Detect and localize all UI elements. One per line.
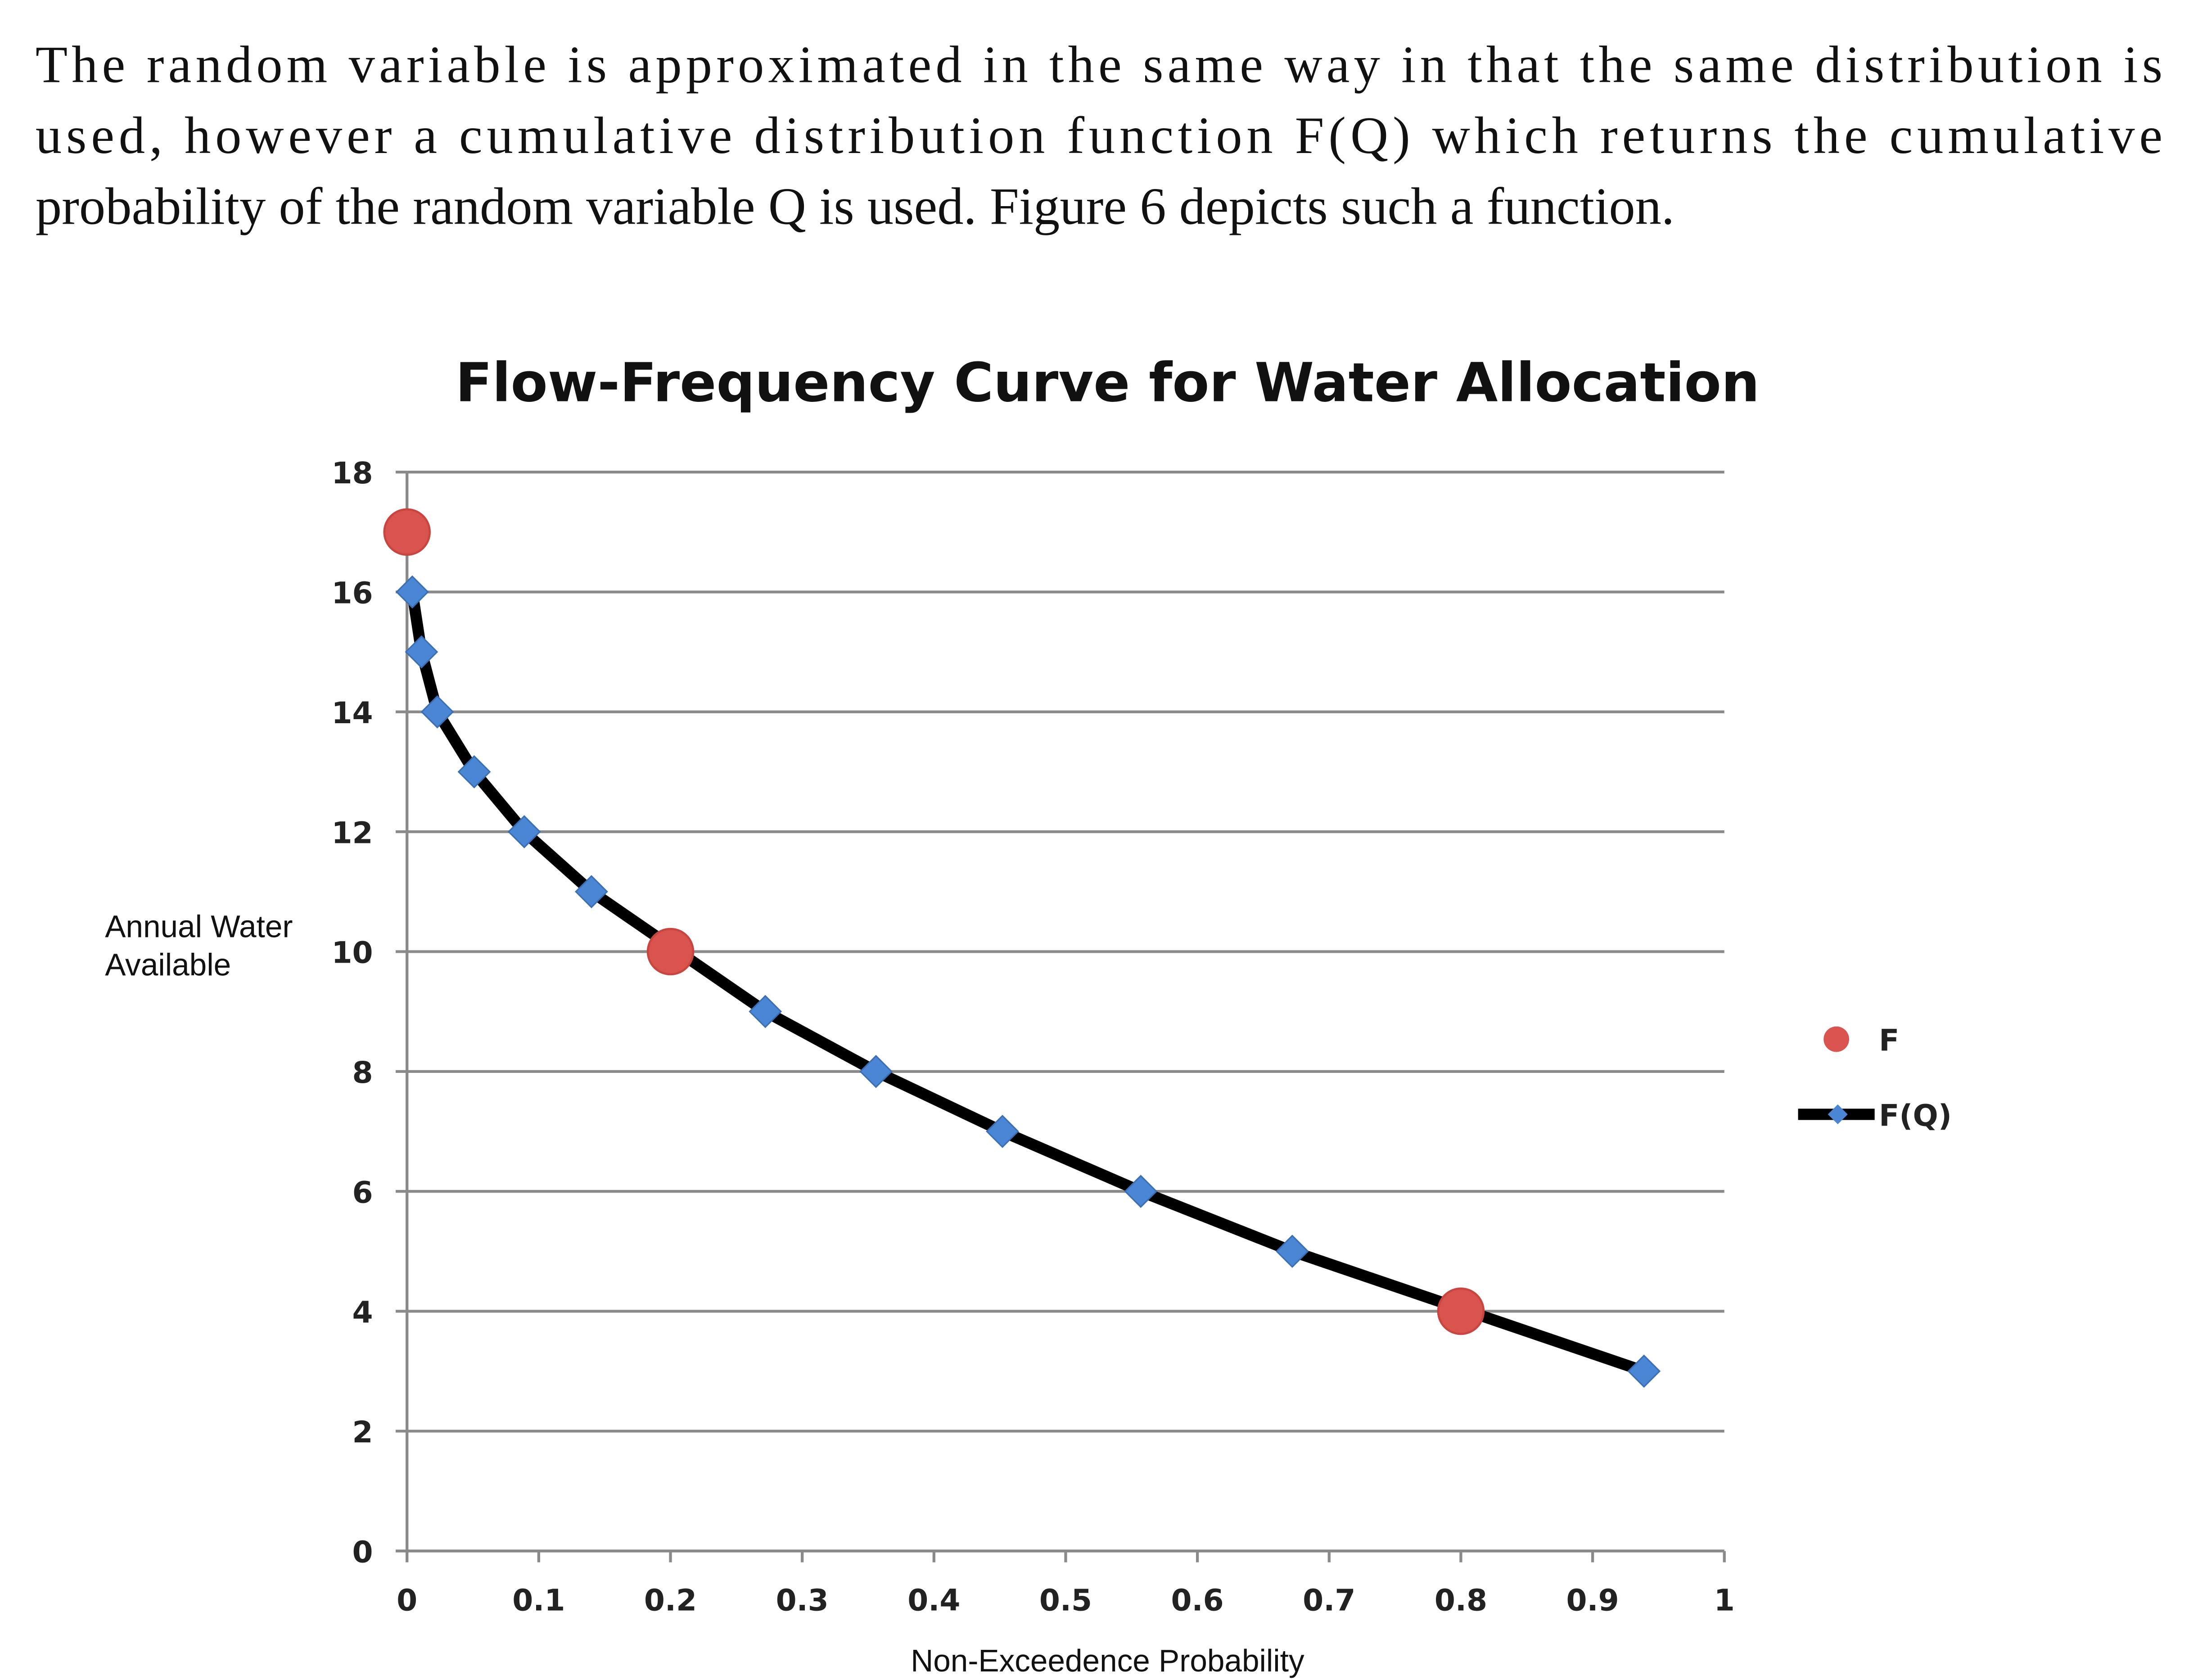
- paragraph-line: probability of the random variable Q is …: [36, 178, 1674, 236]
- legend-label: F(Q): [1879, 1098, 1952, 1133]
- x-tick-label: 0.3: [776, 1583, 829, 1618]
- point: [507, 815, 541, 849]
- point: [749, 995, 782, 1028]
- legend-label: F: [1879, 1023, 1899, 1058]
- y-tick-label: 0: [352, 1535, 373, 1570]
- y-tick-label: 4: [352, 1295, 373, 1330]
- point: [1627, 1354, 1661, 1388]
- y-tick-label: 6: [352, 1175, 373, 1210]
- point: [646, 928, 695, 976]
- point: [1124, 1175, 1158, 1208]
- y-axis-label: Available: [105, 947, 231, 982]
- y-tick-label: 18: [332, 456, 373, 491]
- y-tick-label: 16: [332, 576, 373, 611]
- x-tick-label: 0.1: [512, 1583, 565, 1618]
- x-tick-label: 1: [1714, 1583, 1735, 1618]
- point: [405, 635, 438, 669]
- point: [575, 875, 608, 909]
- paragraph-line: The random variable is approximated in t…: [36, 36, 2162, 94]
- x-tick-label: 0: [397, 1583, 417, 1618]
- y-tick-label: 10: [332, 936, 373, 970]
- x-tick-label: 0.6: [1171, 1583, 1224, 1618]
- legend-marker: [1828, 1104, 1848, 1125]
- y-axis-label: Annual Water: [105, 909, 293, 944]
- y-tick-label: 14: [332, 696, 373, 730]
- point: [859, 1054, 893, 1088]
- x-tick-label: 0.2: [644, 1583, 697, 1618]
- x-tick-label: 0.5: [1039, 1583, 1092, 1618]
- x-tick-label: 0.4: [907, 1583, 960, 1618]
- point: [396, 575, 429, 609]
- point: [420, 695, 454, 729]
- point: [986, 1115, 1019, 1148]
- x-axis-label: Non-Exceedence Probability: [911, 1643, 1304, 1678]
- point: [1275, 1234, 1309, 1268]
- point: [1437, 1287, 1485, 1335]
- x-tick-label: 0.7: [1303, 1583, 1355, 1618]
- line: [406, 586, 1650, 1377]
- point: [383, 508, 431, 556]
- legend-marker: [1823, 1026, 1849, 1052]
- y-tick-label: 8: [352, 1055, 373, 1090]
- y-tick-label: 2: [352, 1415, 373, 1450]
- point: [457, 755, 491, 788]
- paragraph-line: used, however a cumulative distribution …: [36, 107, 2162, 165]
- x-tick-label: 0.9: [1566, 1583, 1619, 1618]
- chart-title: Flow-Frequency Curve for Water Allocatio…: [456, 352, 1760, 414]
- y-tick-label: 12: [332, 815, 373, 850]
- x-tick-label: 0.8: [1435, 1583, 1487, 1618]
